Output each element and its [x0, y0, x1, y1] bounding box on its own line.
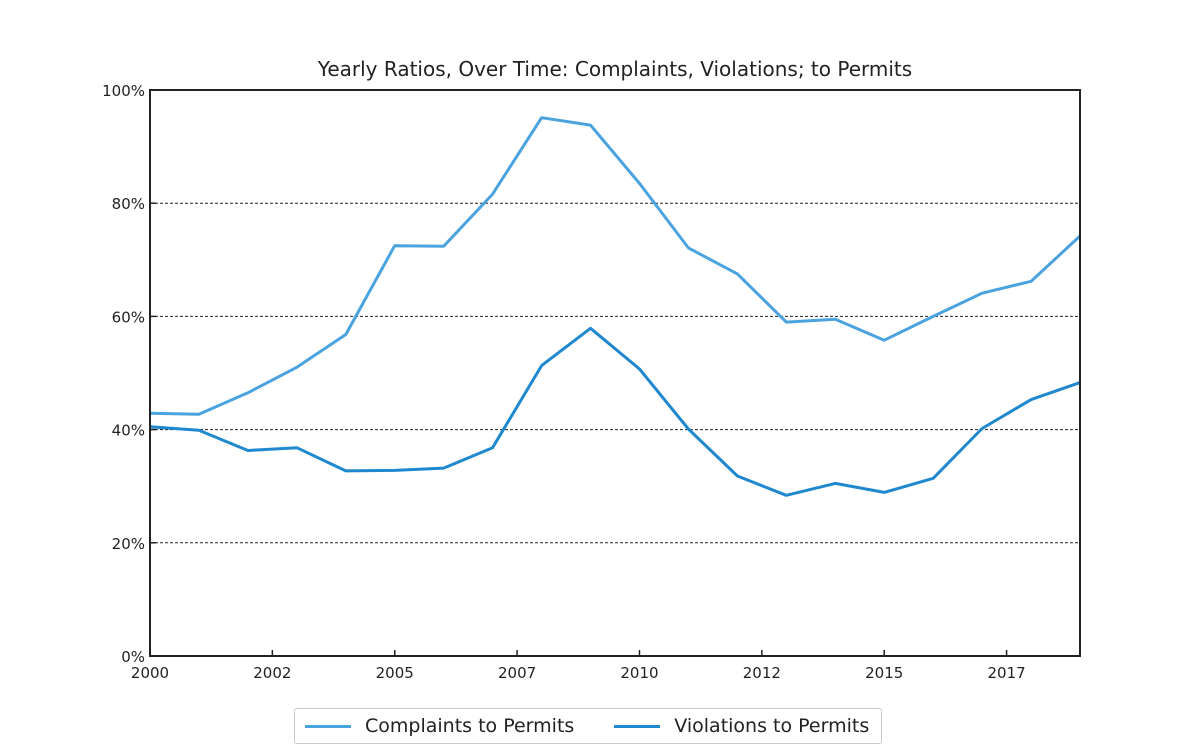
chart-title: Yearly Ratios, Over Time: Complaints, Vi…: [317, 57, 912, 81]
x-tick-label: 2017: [987, 664, 1025, 682]
x-tick-label: 2000: [131, 664, 169, 682]
series-line-0: [149, 116, 1082, 416]
line-chart: Yearly Ratios, Over Time: Complaints, Vi…: [102, 57, 1082, 682]
y-tick-label: 60%: [112, 308, 145, 326]
legend-item-violations: Violations to Permits: [614, 715, 869, 737]
x-tick-label: 2015: [865, 664, 903, 682]
legend-label-complaints: Complaints to Permits: [365, 715, 575, 737]
legend-label-violations: Violations to Permits: [674, 715, 870, 737]
legend-swatch-violations: [614, 724, 661, 728]
x-tick-label: 2005: [376, 664, 414, 682]
y-tick-label: 20%: [112, 535, 145, 553]
legend-swatch-complaints: [305, 724, 351, 728]
grid-lines: [150, 202, 1080, 544]
x-tick-label: 2007: [498, 664, 536, 682]
x-tick-label: 2002: [253, 664, 291, 682]
x-tick-label: 2012: [743, 664, 781, 682]
chart-legend: Complaints to Permits Violations to Perm…: [294, 708, 882, 744]
legend-item-complaints: Complaints to Permits: [305, 715, 574, 737]
y-tick-label: 80%: [112, 195, 145, 213]
y-tick-label: 100%: [102, 82, 145, 100]
x-tick-label: 2010: [620, 664, 658, 682]
y-tick-label: 40%: [112, 422, 145, 440]
series-lines: [149, 116, 1082, 497]
axis-ticks: 0% 20% 40% 60% 80% 100% 2000 2002 2005 2007 2010 20…: [102, 82, 1026, 682]
plot-area: [149, 89, 1081, 657]
series-line-1: [149, 326, 1081, 497]
y-tick-label: 0%: [121, 648, 145, 666]
